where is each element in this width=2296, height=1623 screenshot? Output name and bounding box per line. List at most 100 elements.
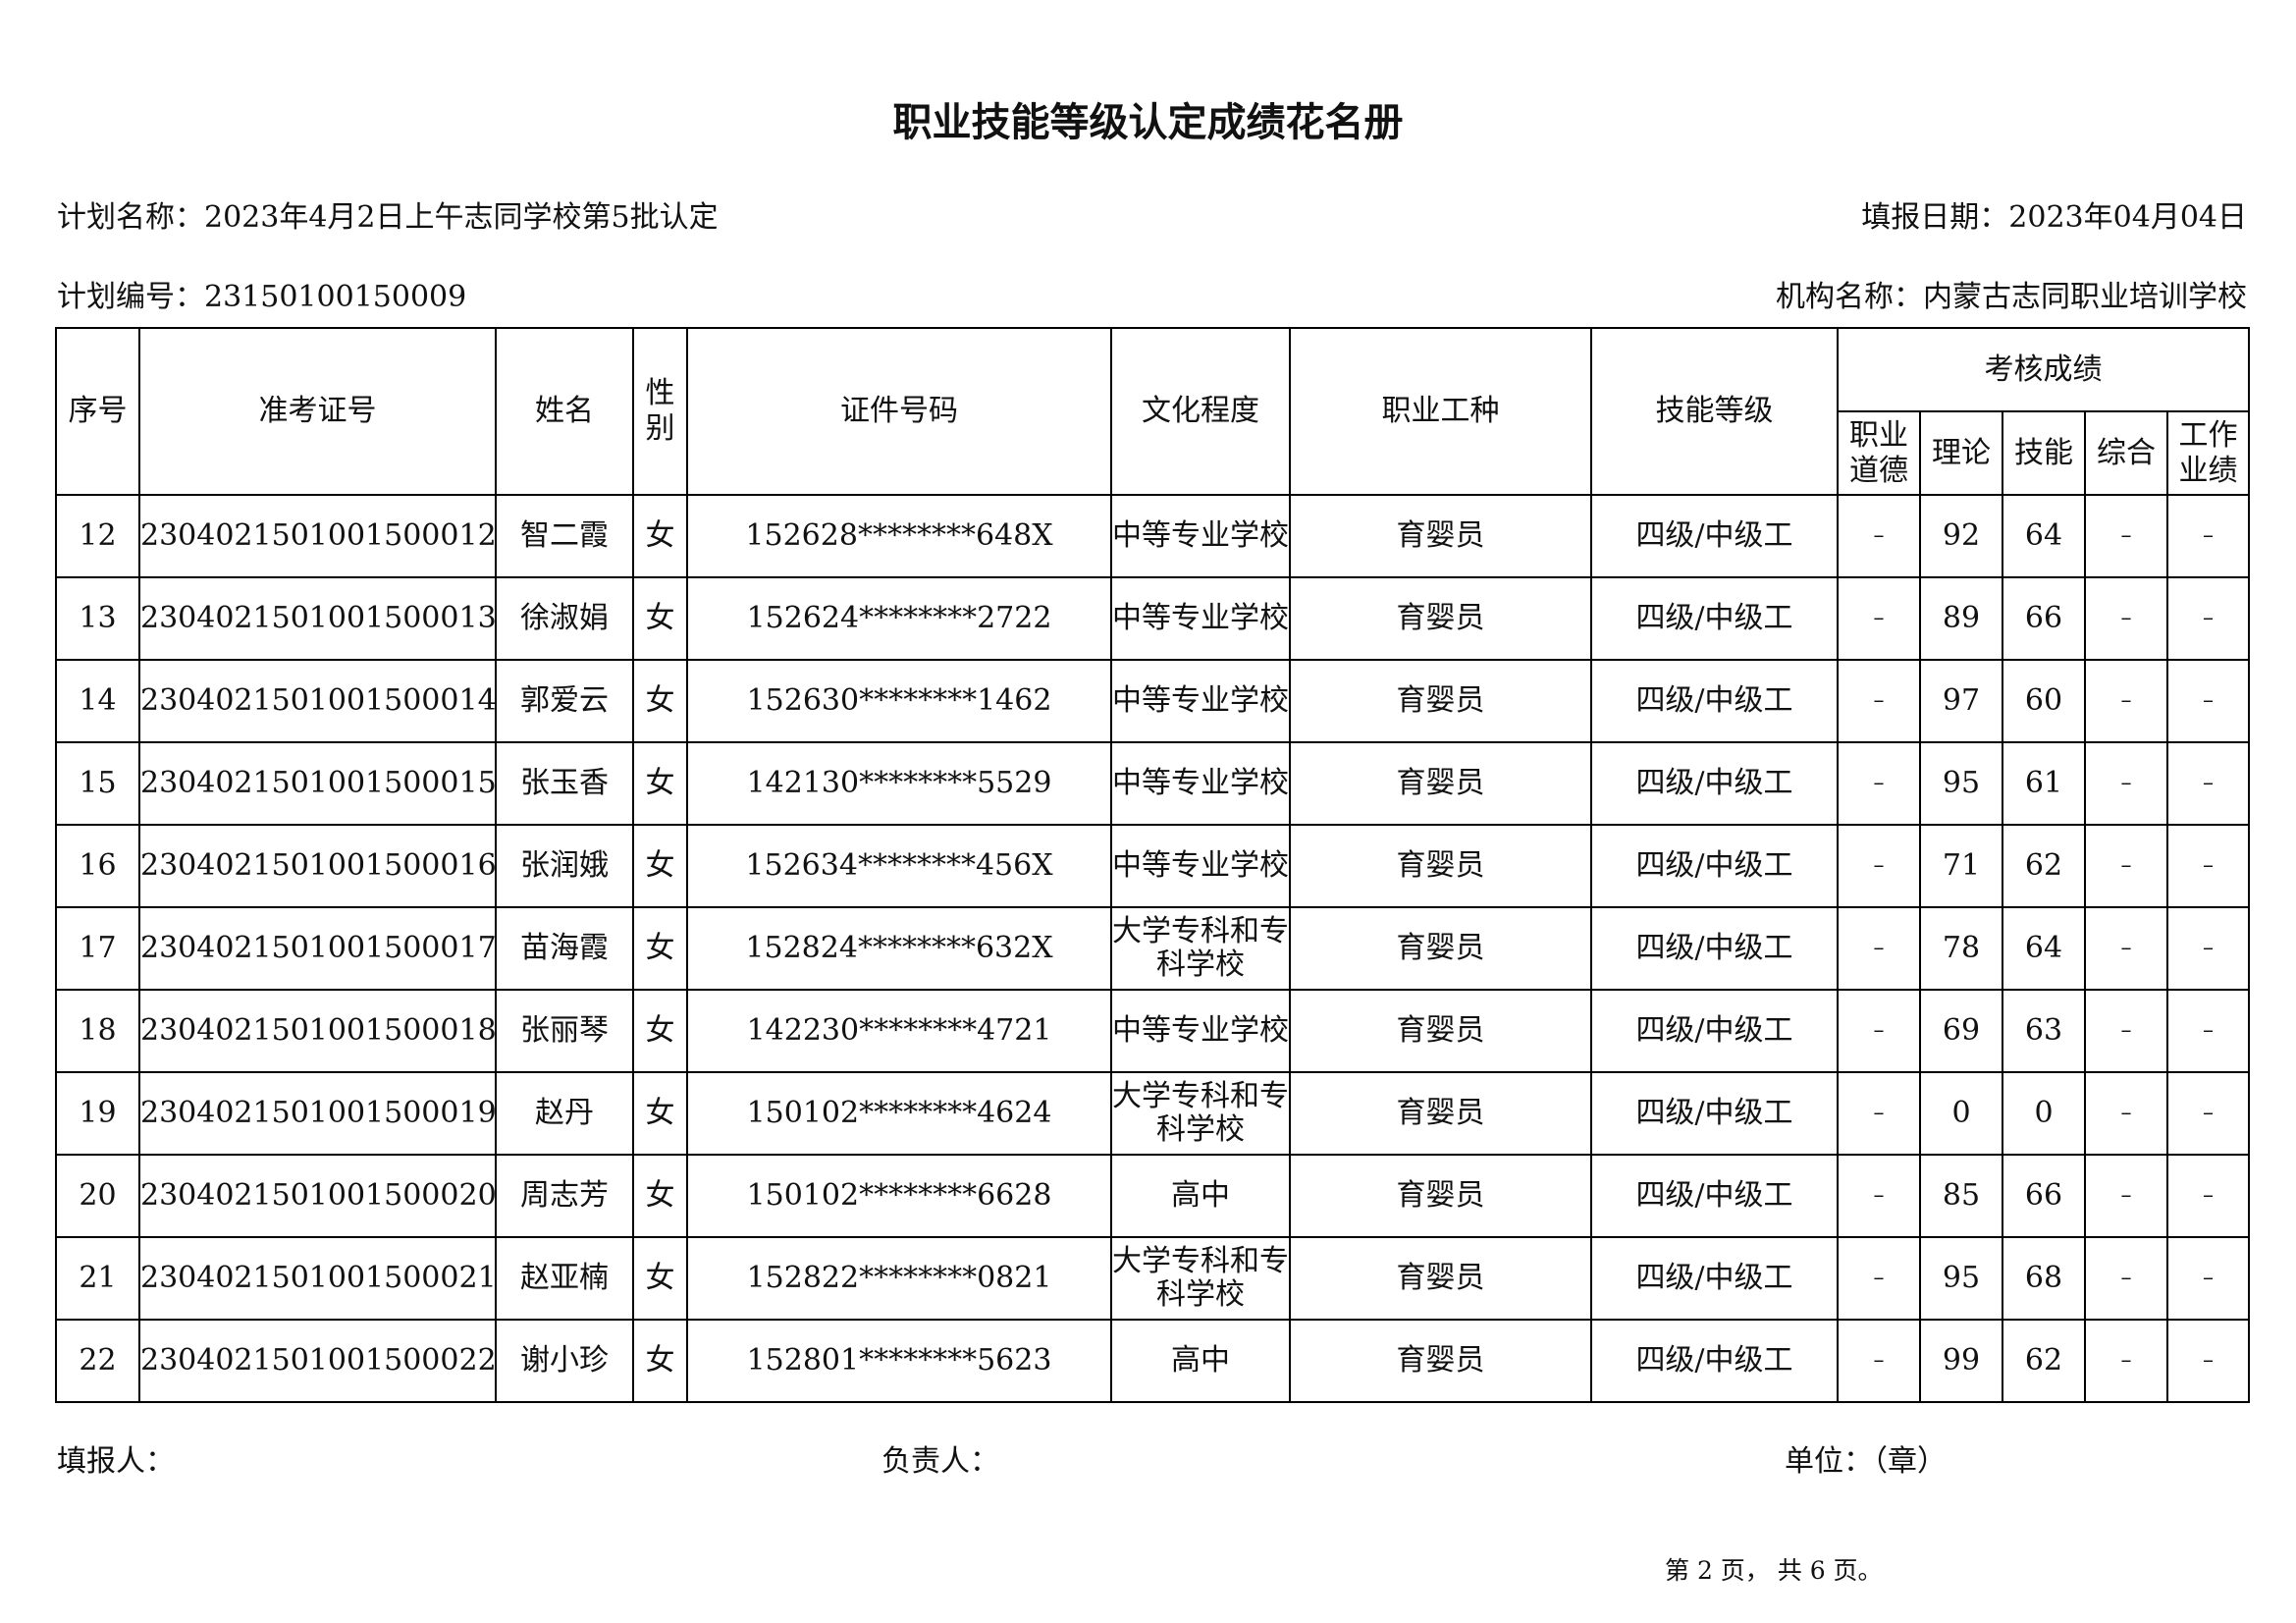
cell-id: 142230********4721 [686, 989, 1112, 1073]
cell-work: – [2165, 659, 2251, 743]
cell-gender: 女 [632, 494, 688, 578]
cell-skill: 64 [2002, 906, 2086, 991]
cell-ethics: – [1837, 989, 1921, 1073]
cell-gender: 女 [632, 1319, 688, 1403]
table-row: 15 2304021501001500015 张玉香女 142130********5… [55, 741, 2251, 826]
cell-job: 育婴员 [1289, 1319, 1592, 1403]
header-work: 工作业绩 [2165, 410, 2251, 496]
cell-seq: 15 [55, 741, 140, 826]
unit-label: 单位：（章） [1785, 1444, 1947, 1479]
header-level: 技能等级 [1590, 327, 1839, 496]
cell-skill: 63 [2002, 989, 2086, 1073]
cell-ethics: – [1837, 494, 1921, 578]
cell-level: 四级/中级工 [1590, 576, 1839, 661]
cell-edu: 大学专科和专科学校 [1110, 906, 1291, 991]
cell-work: – [2165, 1071, 2251, 1156]
cell-work: – [2165, 576, 2251, 661]
cell-edu: 中等专业学校 [1110, 494, 1291, 578]
cell-theory: 78 [1919, 906, 2003, 991]
cell-theory: 97 [1919, 659, 2003, 743]
cell-job: 育婴员 [1289, 741, 1592, 826]
cell-overall: – [2084, 659, 2168, 743]
cell-gender: 女 [632, 659, 688, 743]
plan-name: 计划名称：2023年4月2日上午志同学校第5批认定 [57, 200, 719, 235]
cell-level: 四级/中级工 [1590, 1071, 1839, 1156]
table-row: 16 2304021501001500016 张润娥女 152634********4… [55, 824, 2251, 908]
cell-level: 四级/中级工 [1590, 989, 1839, 1073]
cell-id: 142130********5529 [686, 741, 1112, 826]
cell-seq: 21 [55, 1236, 140, 1321]
cell-work: – [2165, 824, 2251, 908]
cell-work: – [2165, 494, 2251, 578]
cell-gender: 女 [632, 576, 688, 661]
cell-work: – [2165, 1154, 2251, 1238]
cell-ethics: – [1837, 1236, 1921, 1321]
cell-gender: 女 [632, 1071, 688, 1156]
cell-overall: – [2084, 741, 2168, 826]
cell-gender: 女 [632, 989, 688, 1073]
cell-name: 苗海霞 [495, 906, 634, 991]
filler-label: 填报人： [57, 1444, 175, 1479]
cell-level: 四级/中级工 [1590, 1236, 1839, 1321]
cell-ticket: 2304021501001500022 [138, 1319, 497, 1403]
table-row: 22 2304021501001500022 谢小珍女 152801********5… [55, 1319, 2251, 1403]
cell-work: – [2165, 989, 2251, 1073]
cell-theory: 0 [1919, 1071, 2003, 1156]
header-theory: 理论 [1919, 410, 2003, 496]
header-gender: 性别 [632, 327, 688, 496]
cell-overall: – [2084, 576, 2168, 661]
cell-seq: 17 [55, 906, 140, 991]
cell-job: 育婴员 [1289, 906, 1592, 991]
table-row: 13 2304021501001500013 徐淑娟女 152624********2… [55, 576, 2251, 661]
cell-ethics: – [1837, 659, 1921, 743]
table-row: 17 2304021501001500017 苗海霞女 152824********6… [55, 906, 2251, 991]
header-ticket: 准考证号 [138, 327, 497, 496]
cell-gender: 女 [632, 1236, 688, 1321]
cell-overall: – [2084, 1154, 2168, 1238]
cell-work: – [2165, 1236, 2251, 1321]
cell-ticket: 2304021501001500014 [138, 659, 497, 743]
cell-edu: 中等专业学校 [1110, 824, 1291, 908]
cell-job: 育婴员 [1289, 824, 1592, 908]
cell-name: 智二霞 [495, 494, 634, 578]
cell-job: 育婴员 [1289, 1236, 1592, 1321]
table-row: 12 2304021501001500012 智二霞女 152628********6… [55, 494, 2251, 578]
header-edu: 文化程度 [1110, 327, 1291, 496]
cell-theory: 95 [1919, 741, 2003, 826]
cell-theory: 95 [1919, 1236, 2003, 1321]
cell-seq: 22 [55, 1319, 140, 1403]
cell-id: 150102********6628 [686, 1154, 1112, 1238]
cell-edu: 中等专业学校 [1110, 741, 1291, 826]
cell-edu: 中等专业学校 [1110, 989, 1291, 1073]
cell-edu: 高中 [1110, 1154, 1291, 1238]
header-ethics: 职业道德 [1837, 410, 1921, 496]
cell-id: 152628********648X [686, 494, 1112, 578]
cell-skill: 66 [2002, 1154, 2086, 1238]
cell-level: 四级/中级工 [1590, 824, 1839, 908]
cell-overall: – [2084, 824, 2168, 908]
cell-ticket: 2304021501001500021 [138, 1236, 497, 1321]
header-seq: 序号 [55, 327, 140, 496]
cell-overall: – [2084, 906, 2168, 991]
cell-name: 谢小珍 [495, 1319, 634, 1403]
cell-job: 育婴员 [1289, 989, 1592, 1073]
cell-level: 四级/中级工 [1590, 1319, 1839, 1403]
cell-job: 育婴员 [1289, 1071, 1592, 1156]
cell-id: 152634********456X [686, 824, 1112, 908]
cell-overall: – [2084, 989, 2168, 1073]
cell-seq: 16 [55, 824, 140, 908]
cell-skill: 62 [2002, 1319, 2086, 1403]
cell-ethics: – [1837, 1071, 1921, 1156]
header-overall: 综合 [2084, 410, 2168, 496]
header-scores: 考核成绩 [1836, 327, 2251, 412]
cell-overall: – [2084, 1236, 2168, 1321]
table-row: 14 2304021501001500014 郭爱云女 152630********1… [55, 659, 2251, 743]
cell-level: 四级/中级工 [1590, 659, 1839, 743]
cell-ticket: 2304021501001500020 [138, 1154, 497, 1238]
table-row: 20 2304021501001500020 周志芳女 150102********6… [55, 1154, 2251, 1238]
cell-overall: – [2084, 494, 2168, 578]
cell-ethics: – [1837, 1154, 1921, 1238]
cell-ticket: 2304021501001500017 [138, 906, 497, 991]
cell-skill: 68 [2002, 1236, 2086, 1321]
cell-ticket: 2304021501001500015 [138, 741, 497, 826]
